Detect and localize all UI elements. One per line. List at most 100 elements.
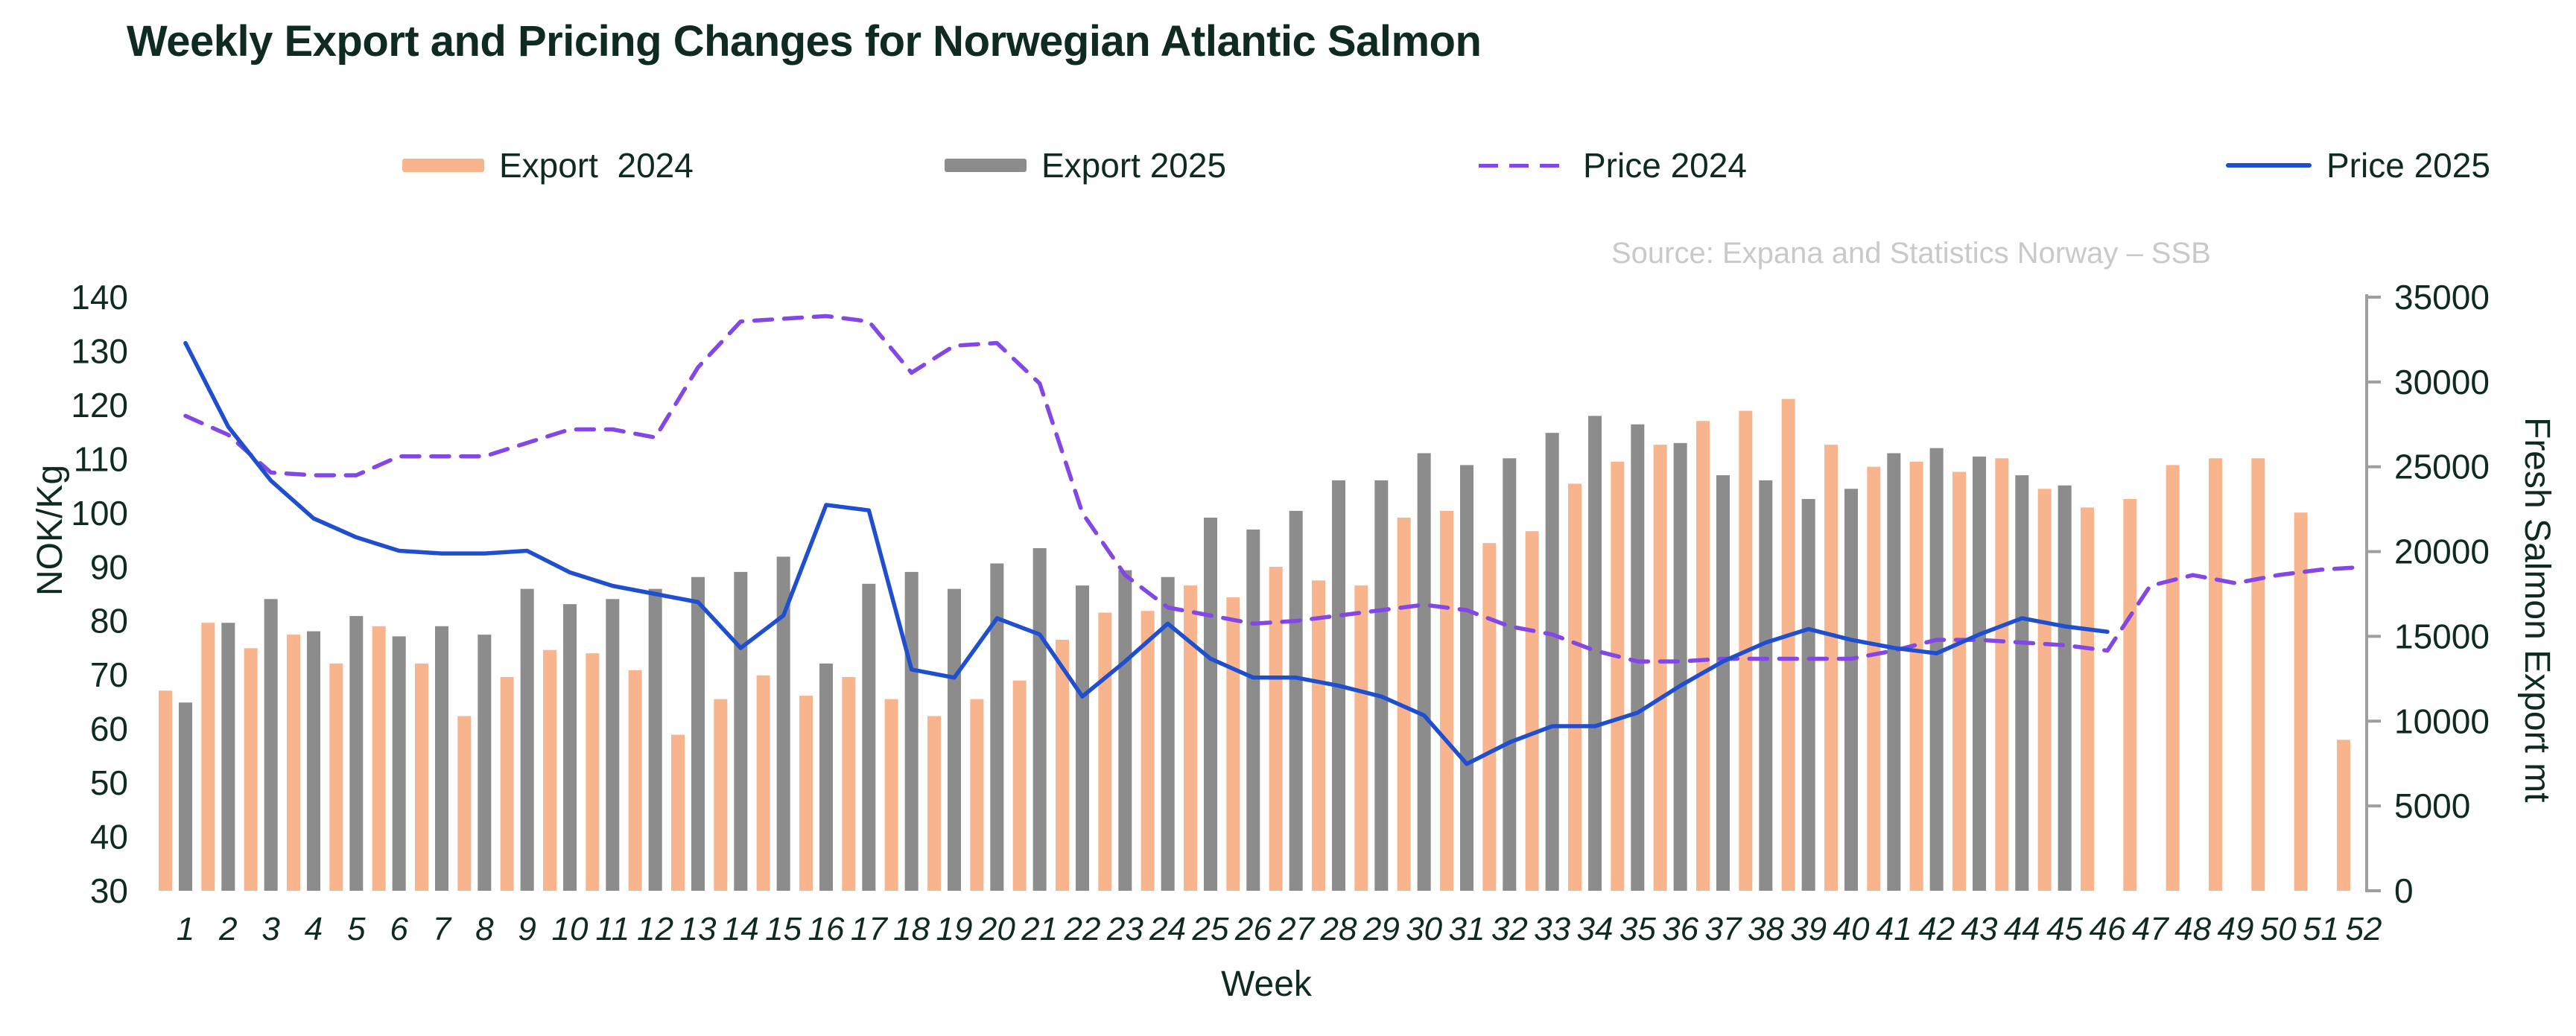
bar-week-41 [1867,466,1881,891]
x-axis-tick-label: 7 [433,911,452,947]
right-axis-title: Fresh Salmon Export mt [2517,417,2557,803]
x-axis-tick-label: 49 [2218,911,2254,947]
bar-week-38 [1759,480,1773,891]
bar-week-42 [1909,461,1923,891]
price-2025-solid-line-icon [2226,163,2312,168]
bar-week-4 [306,631,320,891]
bar-week-6 [372,626,386,891]
bar-week-1 [179,702,192,891]
bar-week-10 [542,649,556,891]
bar-week-31 [1459,465,1473,891]
legend-label: Export 2024 [499,146,694,185]
bar-week-42 [1929,448,1944,891]
source-note: Source: Expana and Statistics Norway – S… [1611,237,2211,270]
x-axis-tick-label: 1 [177,911,194,947]
bar-week-24 [1141,611,1155,891]
x-axis-tick-label: 11 [595,911,629,947]
bar-week-15 [776,556,790,891]
x-axis-tick-label: 51 [2303,911,2339,947]
left-axis-tick-label: 140 [71,278,128,317]
bar-week-17 [842,677,856,891]
bar-week-3 [244,648,258,891]
x-axis-tick-label: 45 [2046,911,2083,947]
left-axis-tick-label: 100 [71,494,128,533]
x-axis-tick-label: 3 [261,911,280,947]
bar-week-15 [756,675,770,891]
bar-week-23 [1118,570,1132,891]
bar-week-52 [2336,740,2350,891]
x-axis-tick-label: 44 [2004,911,2040,947]
x-axis-tick-label: 38 [1748,911,1784,947]
bar-week-48 [2166,465,2180,891]
bar-week-1 [159,690,172,891]
bar-week-2 [221,623,235,891]
left-axis-tick-label: 60 [90,710,128,749]
x-axis-title: Week [1221,965,1312,1004]
bar-week-32 [1503,458,1517,891]
bar-week-31 [1439,510,1453,891]
bar-week-28 [1311,580,1325,891]
legend-label: Export 2025 [1041,146,1227,185]
x-axis-tick-label: 30 [1406,911,1442,947]
legend-label: Price 2025 [2326,146,2490,185]
bar-week-13 [670,734,685,891]
left-axis-tick-label: 50 [90,763,128,802]
x-axis-tick-label: 15 [765,911,802,947]
bar-week-35 [1611,461,1625,891]
right-axis-tick-label: 20000 [2394,533,2490,571]
x-axis-tick-label: 50 [2260,911,2297,947]
bar-week-45 [2058,485,2072,891]
bar-week-14 [714,699,728,891]
x-axis-tick-label: 13 [680,911,717,947]
x-axis-tick-label: 10 [552,911,589,947]
legend-item-price-2024: Price 2024 [1479,146,1747,185]
chart-title: Weekly Export and Pricing Changes for No… [127,17,1482,66]
x-axis-tick-label: 24 [1149,911,1186,947]
bar-week-41 [1887,453,1901,891]
bar-week-23 [1098,612,1112,891]
bar-week-36 [1673,442,1687,891]
export-2025-swatch-icon [945,159,1027,172]
bar-week-8 [478,635,492,891]
x-axis-tick-label: 6 [390,911,408,947]
bar-week-11 [586,653,600,891]
bar-week-6 [392,636,406,891]
x-axis-tick-label: 40 [1833,911,1870,947]
bar-week-5 [349,616,364,891]
x-axis-tick-label: 19 [936,911,973,947]
right-axis-tick-label: 10000 [2394,702,2490,740]
left-axis-tick-label: 70 [90,655,128,694]
bar-week-44 [2015,475,2029,891]
x-axis-tick-label: 46 [2090,911,2126,947]
price-2024-line [183,314,2366,664]
bar-week-46 [2080,507,2094,891]
bar-week-19 [927,716,941,891]
right-axis-tick-label: 0 [2394,871,2414,910]
bar-week-7 [414,663,428,891]
x-axis-tick-label: 32 [1491,911,1528,947]
bar-week-21 [1032,548,1047,891]
bar-week-2 [201,623,215,891]
x-axis-tick-label: 35 [1619,911,1656,947]
x-axis-tick-label: 33 [1534,911,1570,947]
bar-week-36 [1653,445,1667,891]
bar-week-9 [500,677,514,891]
bar-week-35 [1631,424,1645,891]
x-axis-tick-label: 9 [518,911,536,947]
bar-week-3 [264,599,278,891]
bar-week-26 [1246,529,1260,891]
bar-week-43 [1952,471,1966,891]
bar-week-25 [1183,585,1197,891]
bar-week-13 [691,576,705,891]
bar-week-40 [1824,445,1838,891]
x-axis: 1 2 3 4 5 6 7 8 9 10 11 12 13 14 15 16 17 18 19 20 21 22 23 24 2… [177,911,2382,947]
bar-week-14 [734,571,748,891]
bar-week-45 [2037,489,2052,891]
bar-week-29 [1354,585,1368,891]
bar-week-40 [1844,489,1858,891]
x-axis-tick-label: 12 [637,911,673,947]
x-axis-tick-label: 48 [2174,911,2211,947]
x-axis-tick-label: 47 [2132,911,2169,947]
